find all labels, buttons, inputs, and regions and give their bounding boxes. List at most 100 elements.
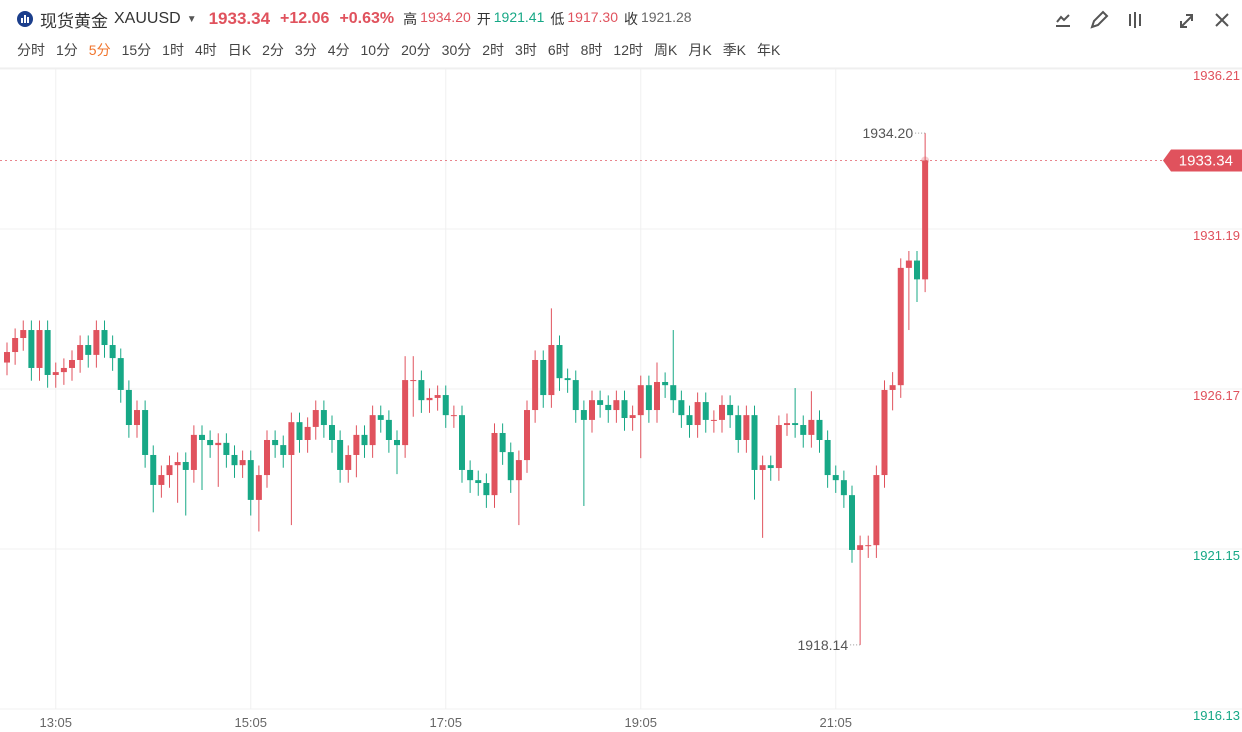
period-tab[interactable]: 15分 — [121, 42, 152, 58]
candle-body — [857, 545, 864, 550]
stat-label: 收 — [623, 11, 638, 27]
candle-body — [166, 465, 173, 476]
stat-label: 低 — [550, 11, 565, 27]
candle-body — [580, 410, 587, 420]
candle-body — [824, 439, 831, 476]
candle-body — [881, 389, 888, 476]
period-tab[interactable]: 2分 — [262, 42, 284, 58]
candle-body — [215, 442, 222, 446]
candle-body — [873, 475, 880, 546]
candle-body — [564, 378, 571, 381]
period-tab[interactable]: 10分 — [360, 42, 391, 58]
x-tick-label: 21:05 — [819, 715, 852, 730]
last-price-dot — [921, 156, 930, 165]
period-tab[interactable]: 8时 — [580, 42, 603, 58]
period-tab[interactable]: 30分 — [441, 42, 472, 58]
candle-body — [207, 439, 214, 446]
candle-body — [320, 410, 327, 426]
candle-body — [491, 432, 498, 496]
period-tab[interactable]: 20分 — [401, 42, 431, 58]
candle-body — [296, 422, 303, 440]
candle-body — [117, 358, 124, 390]
x-tick-label: 17:05 — [429, 715, 462, 730]
candle-body — [572, 380, 579, 411]
candle-body — [459, 415, 465, 470]
candle-body — [922, 160, 929, 280]
candle-body — [280, 445, 287, 455]
candle-body — [150, 454, 157, 485]
candle-body — [101, 330, 108, 346]
period-tab[interactable]: 4时 — [194, 42, 217, 58]
period-tab[interactable]: 5分 — [88, 42, 111, 58]
candle-body — [264, 439, 270, 476]
candle-body — [426, 397, 433, 401]
candle-body — [312, 410, 319, 427]
candle-body — [735, 415, 742, 440]
period-tab[interactable]: 1时 — [162, 42, 184, 58]
period-tab[interactable]: 季K — [722, 42, 747, 58]
toolbar-icon — [1215, 13, 1229, 27]
candle-body — [77, 345, 84, 360]
candle-body — [44, 330, 51, 375]
candle-body — [337, 439, 344, 470]
y-tick-label: 1921.15 — [1193, 548, 1240, 563]
candle-body — [199, 434, 205, 440]
candle-body — [832, 475, 839, 481]
period-tab[interactable]: 日K — [227, 42, 252, 58]
candle-body — [532, 359, 539, 411]
period-tab[interactable]: 月K — [688, 42, 712, 58]
candle-body — [255, 475, 262, 500]
candle-body — [540, 359, 547, 396]
y-tick-label: 1931.19 — [1193, 228, 1240, 243]
candle-body — [719, 404, 725, 420]
toolbar-button[interactable] — [1087, 9, 1109, 31]
period-tab[interactable]: 3时 — [515, 42, 537, 58]
candle-body — [4, 352, 10, 363]
period-tab[interactable]: 6时 — [547, 42, 570, 58]
y-tick-label: 1916.13 — [1193, 708, 1240, 723]
candle-body — [329, 425, 335, 440]
dropdown-arrow[interactable]: ▼ — [186, 13, 197, 25]
candle-body — [613, 400, 620, 411]
candle-body — [142, 410, 149, 455]
period-tab[interactable]: 年K — [757, 42, 781, 58]
candle-body — [402, 380, 409, 446]
candle-body — [125, 389, 132, 426]
annotation-label: 1918.14 — [798, 637, 849, 653]
period-tab[interactable]: 分时 — [17, 42, 45, 58]
last-price-tag — [1163, 149, 1242, 172]
candle-body — [524, 410, 530, 461]
candle-body — [369, 415, 376, 446]
period-tab[interactable]: 2时 — [482, 42, 505, 58]
candle-body — [694, 402, 701, 426]
period-tab[interactable]: 4分 — [327, 42, 350, 58]
candle-body — [475, 480, 482, 484]
toolbar-icon — [1056, 14, 1070, 27]
candle-body — [654, 381, 660, 411]
symbol[interactable]: XAUUSD — [114, 10, 181, 27]
candle-body — [597, 400, 604, 405]
period-tab[interactable]: 12时 — [613, 42, 643, 58]
candle-body — [840, 480, 847, 496]
candle-body — [849, 495, 855, 550]
period-tab[interactable]: 3分 — [294, 42, 317, 58]
candle-body — [377, 415, 384, 420]
stat-value: 1921.28 — [640, 9, 692, 25]
candle-body — [467, 469, 474, 481]
x-tick-label: 19:05 — [624, 715, 657, 730]
candle-body — [353, 434, 360, 455]
x-tick-label: 13:05 — [39, 715, 72, 730]
x-tick-label: 15:05 — [234, 715, 267, 730]
candle-body — [36, 330, 43, 368]
candle-body — [28, 330, 35, 368]
candle-body — [239, 460, 246, 466]
candle-body — [515, 460, 522, 481]
period-tab[interactable]: 1分 — [56, 42, 78, 58]
change: +12.06 — [280, 10, 330, 27]
candle-body — [637, 385, 644, 416]
period-tab[interactable]: 周K — [654, 42, 678, 58]
candle-body — [223, 442, 230, 455]
stat-value: 1934.20 — [420, 9, 471, 25]
candle-body — [678, 400, 685, 416]
stat-label: 高 — [403, 11, 418, 27]
